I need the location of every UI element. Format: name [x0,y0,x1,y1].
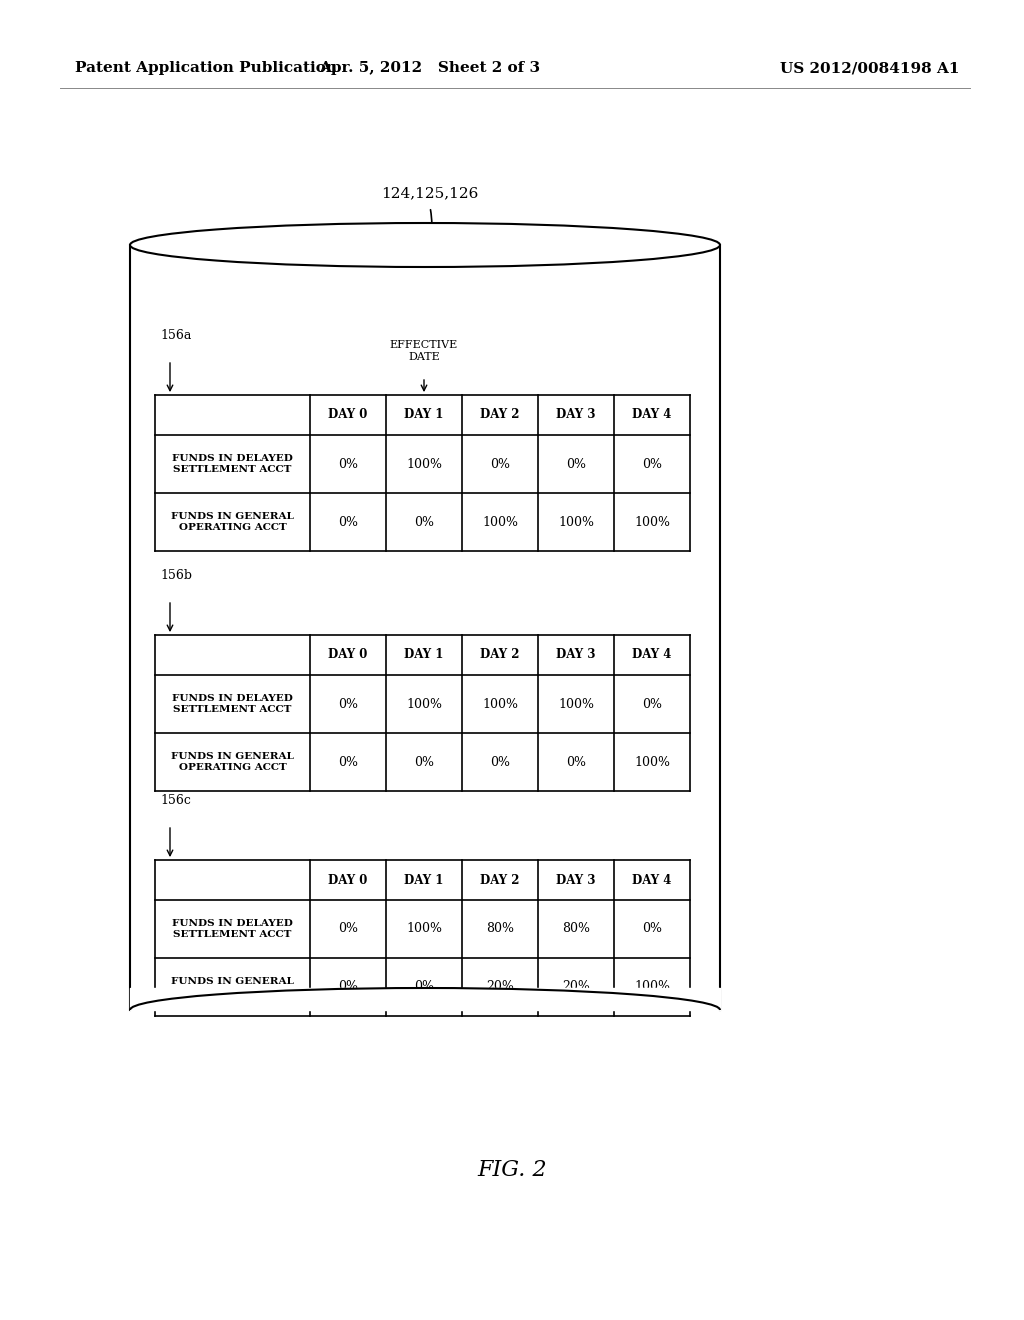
Text: 100%: 100% [406,923,442,936]
Text: DAY 1: DAY 1 [404,648,443,661]
Text: 0%: 0% [338,981,358,994]
Text: 80%: 80% [486,923,514,936]
Text: FUNDS IN GENERAL
OPERATING ACCT: FUNDS IN GENERAL OPERATING ACCT [171,977,294,998]
Text: DAY 2: DAY 2 [480,648,520,661]
Text: FUNDS IN DELAYED
SETTLEMENT ACCT: FUNDS IN DELAYED SETTLEMENT ACCT [172,693,293,714]
Text: 156b: 156b [160,569,193,582]
Text: Patent Application Publication: Patent Application Publication [75,61,337,75]
Text: 156a: 156a [160,329,191,342]
Text: 100%: 100% [558,516,594,528]
Text: Apr. 5, 2012   Sheet 2 of 3: Apr. 5, 2012 Sheet 2 of 3 [319,61,541,75]
Text: 20%: 20% [486,981,514,994]
Text: 0%: 0% [338,516,358,528]
Text: FUNDS IN DELAYED
SETTLEMENT ACCT: FUNDS IN DELAYED SETTLEMENT ACCT [172,454,293,474]
Text: DAY 3: DAY 3 [556,408,596,421]
Text: 100%: 100% [558,697,594,710]
Text: DAY 1: DAY 1 [404,408,443,421]
Text: 124,125,126: 124,125,126 [381,186,478,201]
Text: DAY 4: DAY 4 [632,648,672,661]
Text: 0%: 0% [642,697,662,710]
Text: 100%: 100% [406,458,442,470]
Text: 0%: 0% [338,697,358,710]
Text: 100%: 100% [482,697,518,710]
Text: EFFECTIVE
DATE: EFFECTIVE DATE [390,341,458,362]
Text: 156c: 156c [160,795,190,807]
Text: FUNDS IN GENERAL
OPERATING ACCT: FUNDS IN GENERAL OPERATING ACCT [171,751,294,772]
Text: 100%: 100% [406,697,442,710]
Text: 0%: 0% [414,755,434,768]
Text: 0%: 0% [414,981,434,994]
Ellipse shape [130,223,720,267]
Text: 0%: 0% [338,458,358,470]
Text: DAY 1: DAY 1 [404,874,443,887]
Text: 100%: 100% [634,755,670,768]
Text: 100%: 100% [634,516,670,528]
Text: 100%: 100% [634,981,670,994]
Text: 0%: 0% [490,458,510,470]
Text: 0%: 0% [566,755,586,768]
Text: FUNDS IN GENERAL
OPERATING ACCT: FUNDS IN GENERAL OPERATING ACCT [171,512,294,532]
Text: DAY 2: DAY 2 [480,874,520,887]
Text: FUNDS IN DELAYED
SETTLEMENT ACCT: FUNDS IN DELAYED SETTLEMENT ACCT [172,919,293,940]
Text: DAY 2: DAY 2 [480,408,520,421]
Text: DAY 0: DAY 0 [329,874,368,887]
Text: DAY 3: DAY 3 [556,648,596,661]
Text: 0%: 0% [490,755,510,768]
Text: US 2012/0084198 A1: US 2012/0084198 A1 [780,61,961,75]
Text: 0%: 0% [338,923,358,936]
Text: DAY 3: DAY 3 [556,874,596,887]
Text: 0%: 0% [642,458,662,470]
Text: DAY 4: DAY 4 [632,408,672,421]
Text: 20%: 20% [562,981,590,994]
Text: 0%: 0% [566,458,586,470]
Text: DAY 4: DAY 4 [632,874,672,887]
Text: 0%: 0% [642,923,662,936]
Text: DAY 0: DAY 0 [329,408,368,421]
Text: 100%: 100% [482,516,518,528]
Text: FIG. 2: FIG. 2 [477,1159,547,1181]
Text: DAY 0: DAY 0 [329,648,368,661]
Text: 0%: 0% [414,516,434,528]
Text: 80%: 80% [562,923,590,936]
Text: 0%: 0% [338,755,358,768]
